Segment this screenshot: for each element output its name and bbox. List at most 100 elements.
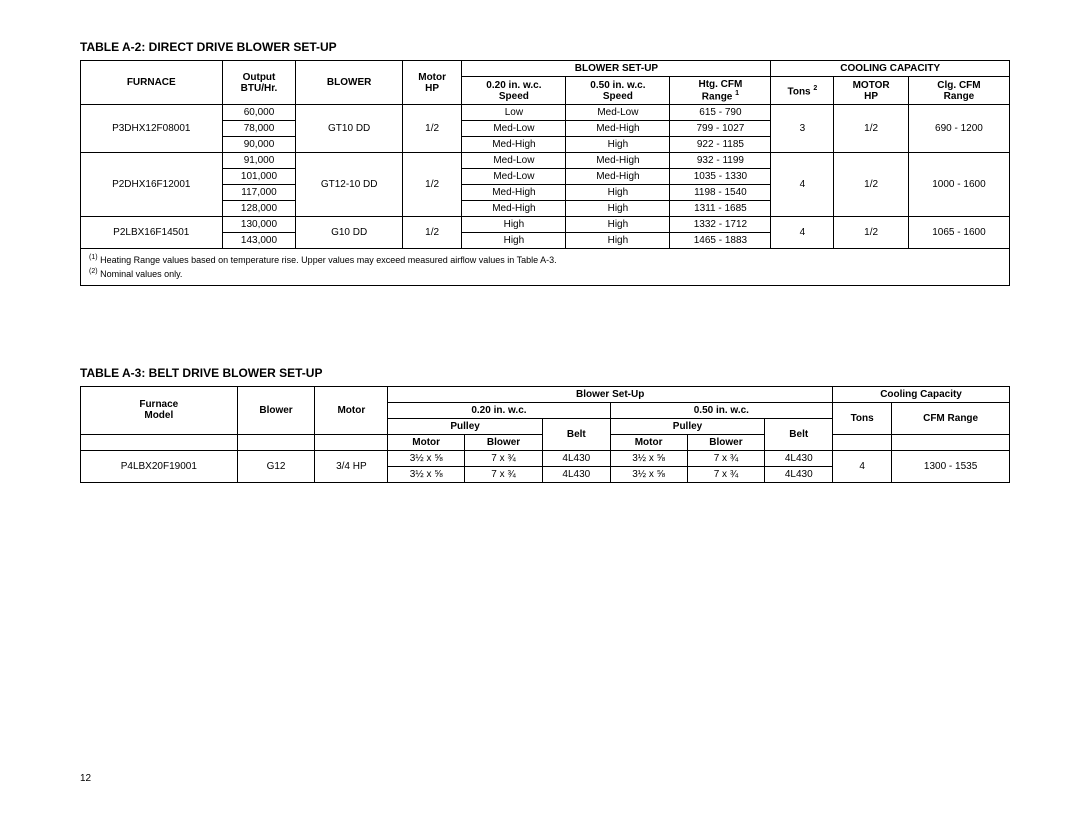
table-row-cell: Med-High <box>462 137 566 153</box>
header-050: 0.50 in. w.c. <box>610 402 832 418</box>
header-blower: Blower <box>237 386 315 434</box>
table-row-cell: 3½ x ⅝ <box>388 450 465 466</box>
table-row-cell: 932 - 1199 <box>670 153 771 169</box>
header-empty <box>315 434 388 450</box>
table-row-cell: 1198 - 1540 <box>670 185 771 201</box>
header-output: OutputBTU/Hr. <box>222 61 296 105</box>
table-row-cell: GT10 DD <box>296 105 402 153</box>
header-blower-sub: Blower <box>465 434 543 450</box>
header-empty <box>81 434 238 450</box>
table-row-cell: 60,000 <box>222 105 296 121</box>
table-row-cell: 615 - 790 <box>670 105 771 121</box>
table-row-cell: Med-High <box>462 201 566 217</box>
table-row-cell: 4L430 <box>542 450 610 466</box>
table-row-cell: Med-High <box>462 185 566 201</box>
table-row-cell: 1465 - 1883 <box>670 233 771 249</box>
table-row-cell: Med-High <box>566 153 670 169</box>
header-htg-cfm: Htg. CFMRange 1 <box>670 77 771 105</box>
table-row-cell: 690 - 1200 <box>908 105 1009 153</box>
header-furnace: FURNACE <box>81 61 223 105</box>
table-row-cell: 3½ x ⅝ <box>388 466 465 482</box>
header-motor-hp: MotorHP <box>402 61 462 105</box>
table-row-cell: 143,000 <box>222 233 296 249</box>
table-row-cell: Low <box>462 105 566 121</box>
table-row-cell: 4L430 <box>765 466 833 482</box>
table-row-cell: P4LBX20F19001 <box>81 450 238 482</box>
table-row-cell: P2DHX16F12001 <box>81 153 223 217</box>
table-row-cell: High <box>566 233 670 249</box>
table-row-cell: 7 x ¾ <box>465 450 543 466</box>
header-tons: Tons 2 <box>771 77 834 105</box>
footnote: (1) Heating Range values based on temper… <box>81 249 1010 285</box>
table-row-cell: 1/2 <box>834 153 909 217</box>
table-row-cell: 7 x ¾ <box>687 466 765 482</box>
table-row-cell: Med-High <box>566 121 670 137</box>
table-row-cell: 1/2 <box>834 105 909 153</box>
table-row-cell: 117,000 <box>222 185 296 201</box>
table-a3: FurnaceModel Blower Motor Blower Set-Up … <box>80 386 1010 483</box>
header-motor-sub: Motor <box>610 434 687 450</box>
table-row-cell: G12 <box>237 450 315 482</box>
table-row-cell: 1/2 <box>402 153 462 217</box>
table-row-cell: 7 x ¾ <box>687 450 765 466</box>
header-belt: Belt <box>765 418 833 450</box>
table-row-cell: 3½ x ⅝ <box>610 466 687 482</box>
table-a2-title: TABLE A-2: DIRECT DRIVE BLOWER SET-UP <box>80 40 1020 54</box>
table-row-cell: 1300 - 1535 <box>892 450 1010 482</box>
table-row-cell: 3/4 HP <box>315 450 388 482</box>
table-row-cell: 128,000 <box>222 201 296 217</box>
header-furnace-model: FurnaceModel <box>81 386 238 434</box>
header-tons: Tons <box>833 402 892 434</box>
table-row-cell: 91,000 <box>222 153 296 169</box>
table-row-cell: Med-Low <box>462 169 566 185</box>
table-row-cell: High <box>566 217 670 233</box>
table-row-cell: 1332 - 1712 <box>670 217 771 233</box>
table-row-cell: P2LBX16F14501 <box>81 217 223 249</box>
header-cooling-capacity: Cooling Capacity <box>833 386 1010 402</box>
header-motor: Motor <box>315 386 388 434</box>
table-row-cell: 1065 - 1600 <box>908 217 1009 249</box>
header-pulley: Pulley <box>388 418 543 434</box>
table-row-cell: Med-Low <box>462 153 566 169</box>
table-row-cell: High <box>566 185 670 201</box>
table-row-cell: 1311 - 1685 <box>670 201 771 217</box>
table-row-cell: 1/2 <box>402 105 462 153</box>
table-row-cell: 799 - 1027 <box>670 121 771 137</box>
table-row-cell: 4 <box>771 153 834 217</box>
header-blower-setup: Blower Set-Up <box>388 386 833 402</box>
table-row-cell: GT12-10 DD <box>296 153 402 217</box>
table-row-cell: 4 <box>771 217 834 249</box>
table-a2: FURNACE OutputBTU/Hr. BLOWER MotorHP BLO… <box>80 60 1010 286</box>
table-row-cell: 1/2 <box>402 217 462 249</box>
header-empty <box>833 434 892 450</box>
table-a3-title: TABLE A-3: BELT DRIVE BLOWER SET-UP <box>80 366 1020 380</box>
table-row-cell: 1000 - 1600 <box>908 153 1009 217</box>
header-pulley: Pulley <box>610 418 765 434</box>
header-blower-setup: BLOWER SET-UP <box>462 61 771 77</box>
table-row-cell: 4 <box>833 450 892 482</box>
table-row-cell: 1/2 <box>834 217 909 249</box>
header-clg-cfm: Clg. CFMRange <box>908 77 1009 105</box>
header-blower-sub: Blower <box>687 434 765 450</box>
table-row-cell: 922 - 1185 <box>670 137 771 153</box>
table-row-cell: Med-Low <box>462 121 566 137</box>
header-belt: Belt <box>542 418 610 450</box>
header-blower: BLOWER <box>296 61 402 105</box>
table-row-cell: 130,000 <box>222 217 296 233</box>
header-020: 0.20 in. w.c.Speed <box>462 77 566 105</box>
table-row-cell: 4L430 <box>542 466 610 482</box>
table-row-cell: 7 x ¾ <box>465 466 543 482</box>
table-row-cell: Med-High <box>566 169 670 185</box>
table-row-cell: 90,000 <box>222 137 296 153</box>
table-row-cell: 4L430 <box>765 450 833 466</box>
header-050: 0.50 in. w.c.Speed <box>566 77 670 105</box>
table-row-cell: High <box>462 233 566 249</box>
table-row-cell: 1035 - 1330 <box>670 169 771 185</box>
table-row-cell: P3DHX12F08001 <box>81 105 223 153</box>
page-number: 12 <box>80 773 91 784</box>
header-cooling-capacity: COOLING CAPACITY <box>771 61 1010 77</box>
header-020: 0.20 in. w.c. <box>388 402 610 418</box>
table-row-cell: 101,000 <box>222 169 296 185</box>
header-motor-sub: Motor <box>388 434 465 450</box>
table-row-cell: High <box>566 137 670 153</box>
